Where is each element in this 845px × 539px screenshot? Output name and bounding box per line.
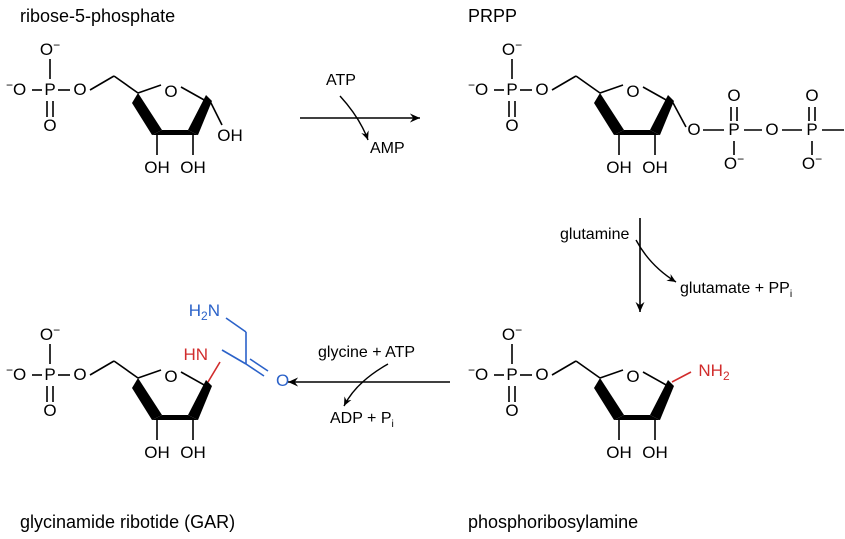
mol-pra: NH2 [468, 323, 730, 462]
mol-r5p: OH [6, 38, 243, 177]
svg-text:O: O [276, 371, 289, 390]
svg-text:OH: OH [217, 126, 243, 145]
svg-text:NH2: NH2 [698, 361, 730, 383]
svg-text:H2N: H2N [189, 301, 220, 323]
reaction-diagram: O− −O P O O O OH OH O P O O− O P [0, 0, 845, 539]
mol-gar: HN O H2N [6, 301, 289, 462]
sidearrow-r3 [344, 364, 388, 406]
mol-prpp [468, 38, 845, 177]
svg-text:HN: HN [183, 345, 208, 364]
sidearrow-r2 [636, 240, 676, 282]
